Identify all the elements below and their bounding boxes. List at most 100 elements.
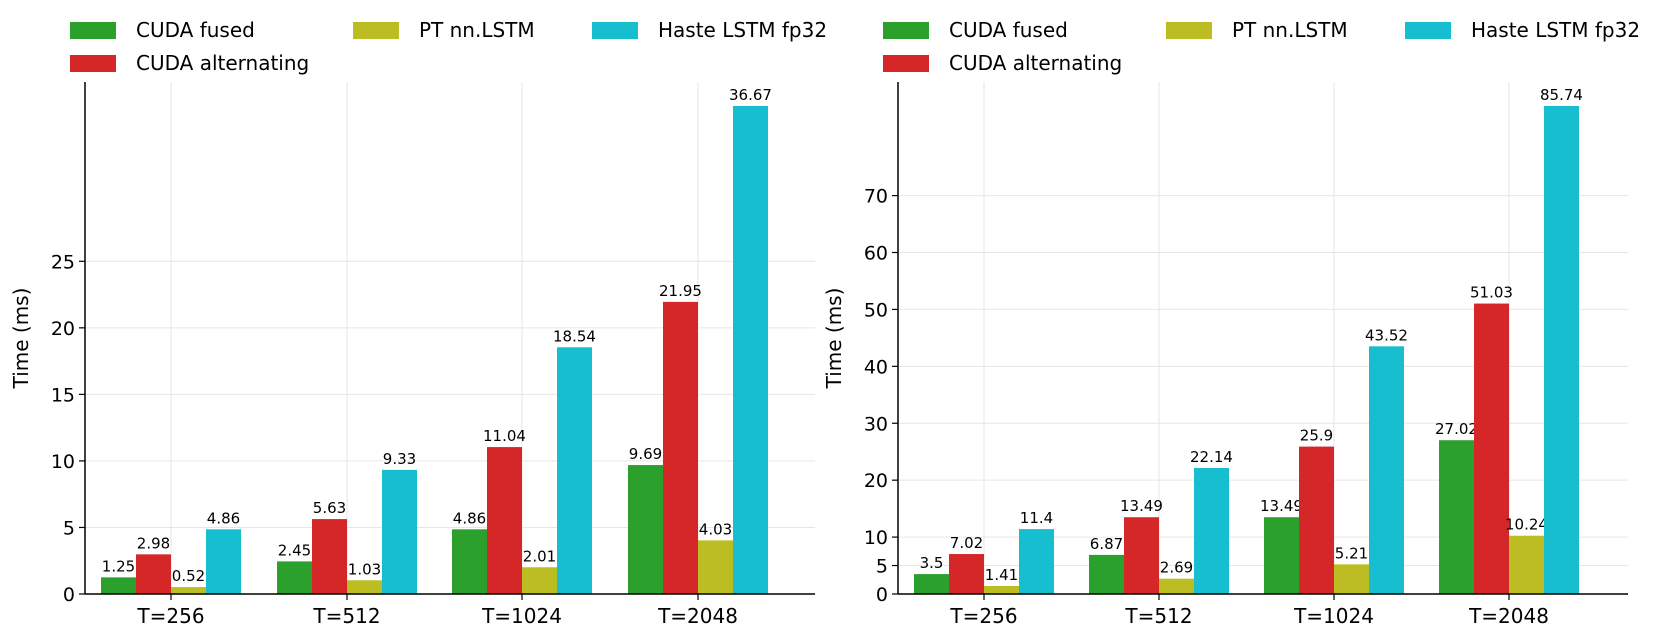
data-label: 4.86 <box>207 509 240 527</box>
legend-item: Haste LSTM fp32 <box>592 18 827 42</box>
bar <box>452 529 487 594</box>
legend-item: CUDA alternating <box>883 51 1122 75</box>
data-label: 51.03 <box>1470 284 1513 302</box>
legend-swatch <box>353 22 399 39</box>
series-pt-nn-lstm: 0.52 1.03 2.01 4.03 <box>171 520 733 594</box>
bar <box>1299 446 1334 594</box>
y-tick-label: 40 <box>864 356 888 378</box>
data-label: 13.49 <box>1260 497 1303 515</box>
y-tick-label: 50 <box>864 299 888 321</box>
data-label: 1.41 <box>985 566 1018 584</box>
series-cuda-alternating: 2.98 5.63 11.04 21.95 <box>136 282 702 594</box>
series-pt-nn-lstm: 1.41 2.69 5.21 10.24 <box>984 516 1548 594</box>
y-tick-label: 70 <box>864 186 888 208</box>
data-label: 21.95 <box>659 282 702 300</box>
legend-swatch <box>883 55 929 72</box>
y-axis-label: Time (ms) <box>822 288 846 390</box>
bar <box>1544 106 1579 594</box>
data-label: 36.67 <box>729 86 772 104</box>
y-tick-label: 10 <box>51 451 75 473</box>
bar <box>136 554 171 594</box>
bar <box>1334 564 1369 594</box>
bar <box>663 301 698 594</box>
x-tick-label: T=512 <box>1124 604 1192 628</box>
bar <box>522 567 557 594</box>
bar <box>1509 535 1544 594</box>
x-tick-label: T=2048 <box>1468 604 1549 628</box>
series-haste-lstm-fp32: 11.4 22.14 43.52 85.74 <box>1019 86 1583 594</box>
data-label: 0.52 <box>172 567 205 585</box>
data-label: 13.49 <box>1120 497 1163 515</box>
legend-item: PT nn.LSTM <box>1166 18 1348 42</box>
data-label: 9.69 <box>629 445 662 463</box>
bar <box>347 580 382 594</box>
bar <box>1194 467 1229 594</box>
legend: CUDA fused CUDA alternating PT nn.LSTM Hast… <box>883 18 1640 75</box>
bar <box>101 577 136 594</box>
bar <box>277 561 312 594</box>
series-cuda-fused: 3.5 6.87 13.49 27.02 <box>914 420 1478 594</box>
grid-lines <box>85 82 815 595</box>
y-tick-label: 20 <box>51 318 75 340</box>
data-label: 2.98 <box>137 534 170 552</box>
bar <box>1369 346 1404 594</box>
bar <box>1439 440 1474 594</box>
legend-item: PT nn.LSTM <box>353 18 535 42</box>
bar <box>171 587 206 594</box>
legend-swatch <box>1166 22 1212 39</box>
data-label: 43.52 <box>1365 326 1408 344</box>
bar <box>206 529 241 594</box>
y-tick-label: 10 <box>864 527 888 549</box>
series-cuda-alternating: 7.02 13.49 25.9 51.03 <box>949 284 1513 594</box>
x-tick-label: T=2048 <box>657 604 738 628</box>
data-label: 4.86 <box>453 509 486 527</box>
bar <box>1124 517 1159 594</box>
legend-item: CUDA fused <box>883 18 1068 42</box>
bar <box>312 519 347 594</box>
bar <box>733 106 768 594</box>
y-tick-label: 0 <box>63 584 75 606</box>
y-tick-label: 20 <box>864 470 888 492</box>
bar <box>1089 554 1124 594</box>
series-haste-lstm-fp32: 4.86 9.33 18.54 36.67 <box>206 86 772 594</box>
y-tick-label: 15 <box>51 384 75 406</box>
data-label: 7.02 <box>950 534 983 552</box>
legend-item: CUDA fused <box>70 18 255 42</box>
legend-label: CUDA fused <box>949 18 1068 42</box>
data-label: 2.69 <box>1160 559 1193 577</box>
bar <box>984 585 1019 594</box>
bar <box>914 574 949 594</box>
data-label: 6.87 <box>1090 535 1123 553</box>
legend-label: CUDA alternating <box>949 51 1122 75</box>
legend-swatch <box>883 22 929 39</box>
bar <box>698 540 733 594</box>
data-label: 10.24 <box>1505 516 1548 534</box>
data-label: 1.03 <box>348 560 381 578</box>
legend-label: PT nn.LSTM <box>1232 18 1348 42</box>
legend-swatch <box>592 22 638 39</box>
bar <box>949 554 984 594</box>
x-tick-label: T=512 <box>312 604 380 628</box>
y-tick-label: 30 <box>864 413 888 435</box>
legend: CUDA fused CUDA alternating PT nn.LSTM Hast… <box>70 18 827 75</box>
legend-label: PT nn.LSTM <box>419 18 535 42</box>
data-label: 5.21 <box>1335 544 1368 562</box>
bar <box>1019 529 1054 594</box>
data-label: 5.63 <box>313 499 346 517</box>
legend-swatch <box>1405 22 1451 39</box>
data-label: 2.01 <box>523 547 556 565</box>
x-tick-label: T=256 <box>136 604 204 628</box>
x-tick-label: T=256 <box>949 604 1017 628</box>
chart-panel-1: 05101520251.252.454.869.692.985.6311.042… <box>9 18 827 628</box>
data-label: 27.02 <box>1435 420 1478 438</box>
y-axis-label: Time (ms) <box>9 288 33 390</box>
x-tick-label: T=1024 <box>481 604 562 628</box>
x-tick-label: T=1024 <box>1293 604 1374 628</box>
legend-item: Haste LSTM fp32 <box>1405 18 1640 42</box>
data-label: 18.54 <box>553 327 596 345</box>
series-cuda-fused: 1.25 2.45 4.86 9.69 <box>101 445 663 594</box>
bar <box>1264 517 1299 594</box>
data-label: 85.74 <box>1540 86 1583 104</box>
data-label: 1.25 <box>102 557 135 575</box>
